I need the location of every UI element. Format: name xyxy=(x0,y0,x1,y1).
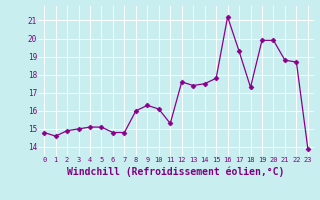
X-axis label: Windchill (Refroidissement éolien,°C): Windchill (Refroidissement éolien,°C) xyxy=(67,166,285,177)
